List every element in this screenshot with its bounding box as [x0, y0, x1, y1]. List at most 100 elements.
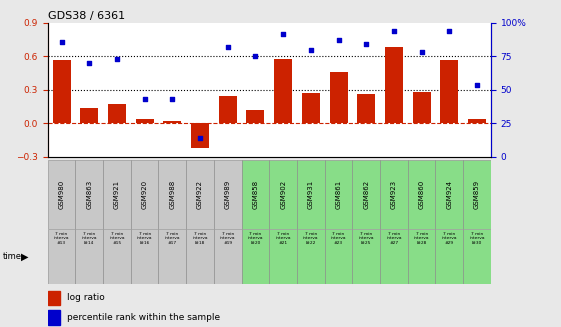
Text: 7 min
interva
#29: 7 min interva #29	[442, 232, 457, 245]
Bar	[103, 160, 131, 229]
Text: ▶: ▶	[21, 252, 29, 262]
Bar	[352, 160, 380, 229]
Text: GSM858: GSM858	[252, 180, 259, 209]
Text: GSM859: GSM859	[474, 180, 480, 209]
Bar	[53, 60, 71, 123]
Text: 7 min
interva
l#14: 7 min interva l#14	[81, 232, 97, 245]
Point	[389, 28, 398, 34]
Bar	[297, 229, 325, 284]
Bar	[186, 160, 214, 229]
Point	[279, 31, 288, 36]
Text: GSM922: GSM922	[197, 180, 203, 209]
Bar	[219, 95, 237, 123]
Text: percentile rank within the sample: percentile rank within the sample	[67, 313, 220, 322]
Text: GSM980: GSM980	[58, 180, 65, 209]
Text: time: time	[3, 252, 22, 261]
Text: GSM989: GSM989	[225, 180, 231, 209]
Text: GSM860: GSM860	[419, 180, 425, 209]
Bar	[357, 95, 375, 123]
Bar	[463, 160, 491, 229]
Point	[445, 28, 454, 34]
Bar	[352, 229, 380, 284]
Bar	[75, 160, 103, 229]
Text: GSM863: GSM863	[86, 180, 92, 209]
Point	[334, 38, 343, 43]
Point	[140, 97, 149, 102]
Bar	[103, 229, 131, 284]
Text: log ratio: log ratio	[67, 293, 104, 302]
Bar	[48, 310, 61, 325]
Bar	[440, 60, 458, 123]
Text: 7 min
interva
l#20: 7 min interva l#20	[247, 232, 263, 245]
Bar	[108, 104, 126, 123]
Bar	[48, 160, 75, 229]
Bar	[186, 229, 214, 284]
Point	[168, 97, 177, 102]
Bar	[325, 160, 352, 229]
Text: 7 min
interva
#13: 7 min interva #13	[54, 232, 70, 245]
Text: 7 min
interva
l#30: 7 min interva l#30	[469, 232, 485, 245]
Text: GSM861: GSM861	[335, 180, 342, 209]
Bar	[413, 92, 431, 123]
Bar	[302, 93, 320, 123]
Bar	[274, 59, 292, 123]
Bar	[468, 119, 486, 123]
Bar	[435, 160, 463, 229]
Bar	[463, 229, 491, 284]
Text: 7 min
interva
#17: 7 min interva #17	[164, 232, 180, 245]
Point	[362, 42, 371, 47]
Bar	[214, 160, 242, 229]
Bar	[297, 160, 325, 229]
Point	[223, 44, 232, 50]
Bar	[48, 290, 61, 305]
Text: 7 min
interva
#27: 7 min interva #27	[386, 232, 402, 245]
Text: GSM902: GSM902	[280, 180, 286, 209]
Point	[472, 82, 481, 87]
Point	[196, 136, 205, 141]
Text: GSM923: GSM923	[391, 180, 397, 209]
Bar	[380, 229, 408, 284]
Text: 7 min
interva
l#18: 7 min interva l#18	[192, 232, 208, 245]
Point	[251, 54, 260, 59]
Bar	[329, 72, 347, 123]
Text: 7 min
interva
#21: 7 min interva #21	[275, 232, 291, 245]
Bar	[242, 229, 269, 284]
Bar	[242, 160, 269, 229]
Text: GSM920: GSM920	[141, 180, 148, 209]
Bar	[269, 160, 297, 229]
Bar	[159, 160, 186, 229]
Bar	[163, 121, 181, 123]
Bar	[269, 229, 297, 284]
Bar	[214, 229, 242, 284]
Text: 7 min
interva
l#25: 7 min interva l#25	[358, 232, 374, 245]
Text: GSM924: GSM924	[447, 180, 452, 209]
Point	[112, 57, 121, 62]
Bar	[48, 229, 75, 284]
Text: GSM862: GSM862	[363, 180, 369, 209]
Bar	[408, 160, 435, 229]
Bar	[159, 229, 186, 284]
Text: 7 min
interva
#19: 7 min interva #19	[220, 232, 236, 245]
Bar	[385, 47, 403, 123]
Text: GSM921: GSM921	[114, 180, 120, 209]
Point	[57, 39, 66, 44]
Text: GSM931: GSM931	[308, 180, 314, 209]
Text: 7 min
interva
l#16: 7 min interva l#16	[137, 232, 153, 245]
Bar	[191, 123, 209, 148]
Text: 7 min
interva
l#28: 7 min interva l#28	[414, 232, 429, 245]
Bar	[131, 229, 158, 284]
Bar	[325, 229, 352, 284]
Bar	[408, 229, 435, 284]
Bar	[380, 160, 408, 229]
Text: 7 min
interva
l#22: 7 min interva l#22	[303, 232, 319, 245]
Bar	[75, 229, 103, 284]
Text: 7 min
interva
#15: 7 min interva #15	[109, 232, 125, 245]
Bar	[80, 108, 98, 123]
Bar	[131, 160, 158, 229]
Point	[417, 50, 426, 55]
Bar	[246, 110, 264, 123]
Text: 7 min
interva
#23: 7 min interva #23	[331, 232, 346, 245]
Point	[306, 47, 315, 52]
Point	[85, 60, 94, 66]
Text: GSM988: GSM988	[169, 180, 176, 209]
